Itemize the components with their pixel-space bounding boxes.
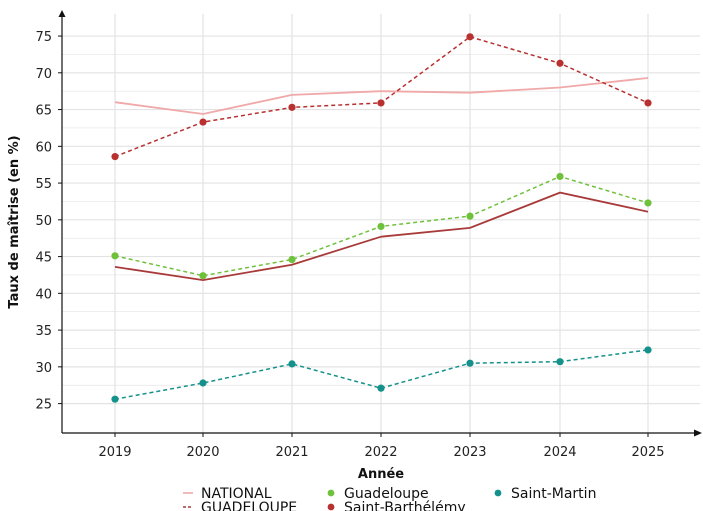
data-point-saint-martin [377, 384, 385, 392]
legend-label-guadeloupe: GUADELOUPE [201, 500, 297, 511]
y-axis-title: Taux de maîtrise (en %) [7, 135, 22, 308]
legend-label-guadeloupe: Guadeloupe [344, 486, 429, 502]
x-tick-label: 2025 [631, 445, 664, 460]
y-tick-label: 40 [35, 287, 52, 302]
legend-item-national: NATIONAL [183, 486, 272, 502]
x-tick-label: 2021 [275, 445, 308, 460]
y-tick-label: 65 [35, 104, 52, 119]
y-tick-label: 30 [35, 361, 52, 376]
data-point-saint-barthelemy [466, 33, 474, 41]
data-point-saint-martin [556, 358, 564, 366]
x-axis-title: Année [358, 467, 404, 482]
data-point-guadeloupe [466, 212, 474, 220]
y-tick-label: 75 [35, 30, 52, 45]
data-point-saint-barthelemy [644, 99, 652, 107]
series-guadeloupe [114, 191, 649, 282]
series-line-national [114, 77, 649, 115]
x-axis-arrow [694, 429, 702, 437]
legend-label-national: NATIONAL [201, 486, 272, 502]
series-saint-martin [111, 346, 652, 403]
y-tick-label: 60 [35, 140, 52, 155]
y-tick-label: 55 [35, 177, 52, 192]
legend-label-saint-barthelemy: Saint-Barthélémy [344, 500, 466, 511]
series [111, 33, 652, 403]
data-point-saint-martin [466, 359, 474, 367]
data-point-saint-barthelemy [199, 118, 207, 126]
data-point-guadeloupe [556, 172, 564, 181]
x-tick-label: 2023 [453, 445, 486, 460]
legend-key-saint-barthelemy [327, 503, 335, 511]
y-tick-label: 45 [35, 251, 52, 266]
legend-item-saint-barthelemy: Saint-Barthélémy [327, 500, 466, 511]
x-tick-label: 2022 [364, 445, 397, 460]
axes [58, 10, 702, 437]
data-point-saint-barthelemy [377, 99, 385, 107]
y-axis-arrow [58, 10, 66, 17]
y-tick-label: 50 [35, 214, 52, 229]
series-national [114, 77, 649, 115]
tick-labels: 25 30 35 40 45 50 55 60 65 70 75 2019 2020 2021 2022 20… [35, 30, 664, 460]
legend-item-saint-martin: Saint-Martin [494, 486, 596, 502]
legend-key-guadeloupe [327, 489, 335, 497]
x-tick-label: 2020 [186, 445, 219, 460]
y-tick-label: 70 [35, 67, 52, 82]
data-point-guadeloupe [288, 255, 296, 264]
data-point-saint-martin [644, 346, 652, 354]
legend-label-saint-martin: Saint-Martin [511, 486, 596, 502]
legend-item-guadeloupe: GUADELOUPE [183, 500, 297, 511]
x-tick-label: 2019 [98, 445, 131, 460]
data-point-guadeloupe [644, 199, 652, 207]
data-point-saint-barthelemy [111, 153, 119, 161]
legend-item-guadeloupe: Guadeloupe [327, 486, 429, 502]
data-point-guadeloupe [199, 272, 207, 280]
series-guadeloupe [111, 172, 652, 280]
data-point-saint-martin [111, 395, 119, 403]
data-point-guadeloupe [111, 252, 119, 260]
series-line-guadeloupe [114, 191, 649, 282]
data-point-guadeloupe [377, 222, 385, 231]
x-tick-label: 2024 [543, 445, 576, 460]
data-point-saint-barthelemy [556, 59, 564, 67]
y-tick-label: 25 [35, 398, 52, 413]
legend-key-saint-martin [494, 489, 502, 497]
data-point-saint-martin [288, 360, 296, 368]
series-saint-barthelemy [111, 33, 652, 161]
data-point-saint-martin [199, 379, 207, 387]
data-point-saint-barthelemy [288, 103, 296, 111]
y-tick-label: 35 [35, 324, 52, 339]
